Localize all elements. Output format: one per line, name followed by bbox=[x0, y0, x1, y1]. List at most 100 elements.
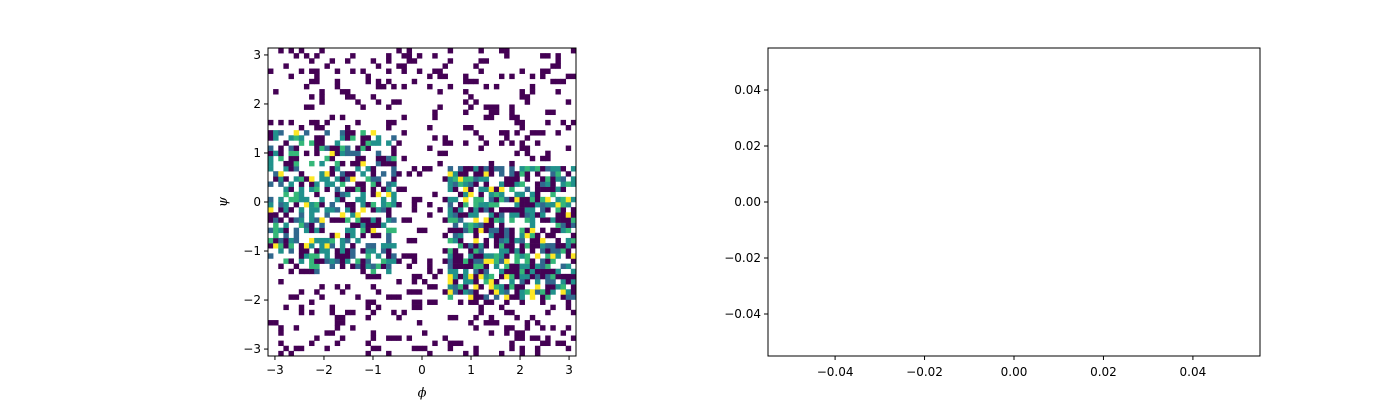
histogram-bin bbox=[452, 273, 459, 280]
histogram-bin bbox=[514, 212, 520, 218]
histogram-bin bbox=[442, 232, 448, 239]
histogram-bin bbox=[478, 243, 484, 249]
histogram-bin bbox=[514, 130, 520, 136]
histogram-bin bbox=[298, 171, 305, 177]
histogram-bin bbox=[406, 58, 413, 64]
histogram-bin bbox=[370, 335, 377, 341]
histogram-bin bbox=[499, 181, 505, 187]
histogram-bin bbox=[350, 253, 356, 259]
histogram-bin bbox=[396, 99, 402, 105]
y-tick-label: −0.02 bbox=[724, 251, 761, 265]
histogram-bin bbox=[345, 186, 351, 193]
y-tick-label: −1 bbox=[243, 244, 261, 258]
histogram-bin bbox=[339, 160, 346, 167]
histogram-bin bbox=[545, 150, 551, 157]
histogram-bin bbox=[540, 227, 546, 234]
histogram-bin bbox=[416, 345, 423, 352]
histogram-bin bbox=[555, 171, 561, 177]
histogram-bin bbox=[391, 160, 397, 167]
histogram-bin bbox=[514, 202, 520, 208]
histogram-bin bbox=[540, 237, 546, 244]
histogram-bin bbox=[534, 253, 541, 259]
histogram-bin bbox=[319, 196, 325, 203]
histogram-bin bbox=[370, 284, 377, 290]
histogram-bin bbox=[478, 58, 484, 64]
histogram-bin bbox=[468, 248, 474, 254]
histogram-bin bbox=[493, 279, 500, 285]
histogram-bin bbox=[483, 202, 490, 208]
histogram-bin bbox=[350, 325, 356, 331]
histogram-bin bbox=[375, 160, 382, 167]
histogram-bin bbox=[473, 299, 479, 305]
histogram-bin bbox=[514, 176, 520, 182]
histogram-bin bbox=[540, 299, 546, 305]
histogram-bin bbox=[411, 279, 418, 285]
histogram-bin bbox=[437, 207, 443, 213]
histogram-bin bbox=[268, 202, 274, 208]
histogram-bin bbox=[334, 150, 341, 157]
histogram-bin bbox=[483, 258, 490, 264]
histogram-bin bbox=[396, 202, 402, 208]
histogram-bin bbox=[483, 320, 490, 326]
histogram-bin bbox=[345, 309, 351, 316]
histogram-x-ticks: −3 −2 −1 0 1 2 3 bbox=[266, 356, 573, 377]
histogram-bin bbox=[478, 196, 484, 203]
histogram-bin bbox=[432, 68, 438, 74]
histogram-bin bbox=[329, 258, 336, 264]
histogram-bin bbox=[452, 196, 459, 203]
histogram-bin bbox=[447, 181, 454, 187]
histogram-bin bbox=[416, 68, 423, 74]
histogram-bin bbox=[396, 171, 402, 177]
histogram-bin bbox=[545, 263, 551, 270]
histogram-bin bbox=[545, 248, 551, 254]
histogram-bin bbox=[370, 227, 377, 234]
histogram-bin bbox=[329, 330, 336, 336]
histogram-bin bbox=[473, 284, 479, 290]
histogram-bin bbox=[386, 181, 392, 187]
histogram-bin bbox=[488, 191, 495, 198]
histogram-bin bbox=[339, 243, 346, 249]
histogram-bin bbox=[488, 207, 495, 213]
histogram-bin bbox=[386, 335, 392, 341]
histogram-bin bbox=[524, 279, 531, 285]
histogram-bin bbox=[350, 202, 356, 208]
histogram-bin bbox=[570, 268, 577, 275]
histogram-bin bbox=[488, 284, 495, 290]
histogram-bin bbox=[545, 186, 551, 193]
histogram-bin bbox=[334, 284, 341, 290]
histogram-bin bbox=[499, 253, 505, 259]
histogram-bin bbox=[309, 119, 315, 126]
histogram-bin bbox=[427, 258, 433, 264]
histogram-bin bbox=[355, 222, 361, 228]
histogram-bin bbox=[540, 176, 546, 182]
histogram-bin bbox=[370, 217, 377, 223]
histogram-bin bbox=[319, 217, 325, 223]
histogram-bin bbox=[555, 212, 561, 218]
histogram-bin bbox=[314, 125, 320, 131]
histogram-bin bbox=[499, 248, 505, 254]
histogram-bin bbox=[473, 294, 479, 300]
histogram-bin bbox=[540, 289, 546, 295]
histogram-bin bbox=[524, 268, 531, 275]
histogram-bin bbox=[298, 196, 305, 203]
histogram-bin bbox=[545, 335, 551, 341]
histogram-bin bbox=[298, 212, 305, 218]
histogram-bin bbox=[457, 340, 464, 347]
histogram-bin bbox=[514, 207, 520, 213]
histogram-bin bbox=[345, 191, 351, 198]
histogram-bin bbox=[519, 345, 525, 352]
histogram-bin bbox=[339, 314, 346, 321]
histogram-bin bbox=[319, 176, 325, 182]
histogram-bin bbox=[447, 196, 454, 203]
histogram-bin bbox=[555, 237, 561, 244]
histogram-bin bbox=[545, 217, 551, 223]
histogram-bin bbox=[529, 83, 536, 90]
histogram-bin bbox=[447, 294, 454, 300]
histogram-bin bbox=[278, 263, 284, 270]
histogram-bin bbox=[319, 237, 325, 244]
histogram-bin bbox=[303, 130, 310, 136]
histogram-bin bbox=[303, 196, 310, 203]
histogram-bin bbox=[565, 263, 572, 270]
histogram-bin bbox=[278, 119, 284, 126]
histogram-bin bbox=[468, 258, 474, 264]
